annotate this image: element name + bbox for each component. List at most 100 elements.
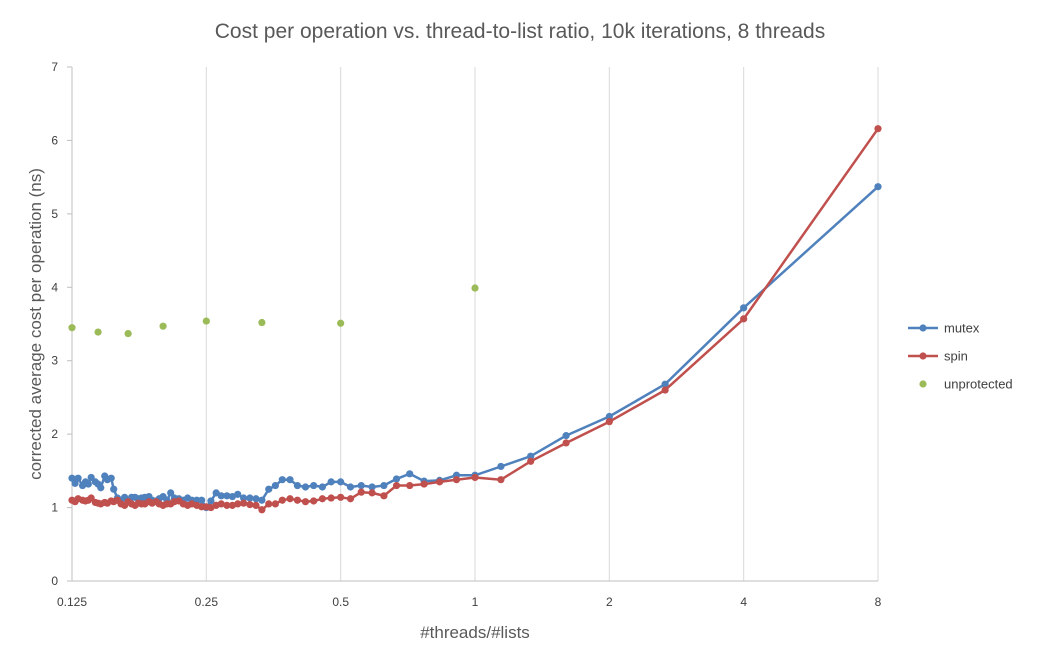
spin-point <box>346 495 355 503</box>
spin-point <box>497 476 505 484</box>
unprotected-point <box>471 284 479 292</box>
mutex-point <box>310 481 318 490</box>
spin-point <box>327 494 335 502</box>
mutex-point <box>318 483 326 491</box>
legend-item-unprotected: unprotected <box>919 377 1013 392</box>
mutex-point <box>239 494 248 502</box>
mutex-point <box>301 483 310 491</box>
mutex-point <box>874 183 882 191</box>
mutex-point <box>740 304 748 312</box>
legend-marker <box>919 380 927 388</box>
y-tick-label: 2 <box>51 427 58 441</box>
mutex-point <box>110 485 118 493</box>
unprotected-point <box>258 318 266 327</box>
spin-point <box>271 500 279 508</box>
mutex-point <box>252 495 260 503</box>
x-tick-label: 0.125 <box>57 595 87 609</box>
mutex-point <box>223 492 231 500</box>
spin-point <box>874 125 882 133</box>
y-tick-label: 4 <box>51 280 58 294</box>
mutex-point <box>258 496 266 504</box>
mutex-point <box>84 480 92 488</box>
spin-point <box>605 418 613 426</box>
x-tick-label: 2 <box>606 595 613 609</box>
mutex-point <box>278 476 286 484</box>
spin-point <box>368 489 376 497</box>
mutex-point <box>527 452 535 460</box>
mutex-point <box>337 478 345 486</box>
legend-item-mutex: mutex <box>908 321 980 336</box>
mutex-point <box>562 432 570 440</box>
mutex-point <box>327 478 335 486</box>
y-tick-label: 7 <box>51 60 58 74</box>
spin-point <box>217 500 225 508</box>
spin-point <box>301 498 310 506</box>
legend-marker <box>919 324 927 332</box>
axes <box>67 66 878 582</box>
spin-point <box>265 500 273 508</box>
mutex-point <box>293 481 302 490</box>
x-tick-label: 0.5 <box>332 595 349 609</box>
mutex-point <box>246 494 254 502</box>
y-tick-label: 5 <box>51 207 58 221</box>
legend-label: mutex <box>944 321 980 336</box>
spin-point <box>310 497 318 505</box>
series-spin <box>68 125 882 514</box>
legend-label: unprotected <box>944 377 1013 392</box>
spin-point <box>392 481 401 490</box>
spin-point <box>435 478 444 486</box>
x-tick-label: 0.25 <box>195 595 219 609</box>
y-tick-label: 1 <box>51 501 58 515</box>
chart-title: Cost per operation vs. thread-to-list ra… <box>215 20 825 43</box>
y-tick-label: 3 <box>51 354 58 368</box>
spin-point <box>223 501 231 509</box>
spin-point <box>420 480 428 488</box>
mutex-point <box>286 476 294 484</box>
spin-point <box>286 495 294 503</box>
mutex-point <box>265 485 273 493</box>
spin-point <box>318 495 326 503</box>
mutex-point <box>217 492 225 500</box>
mutex-point <box>74 474 82 482</box>
unprotected-point <box>202 317 210 325</box>
unprotected-point <box>159 322 167 330</box>
mutex-point <box>107 474 115 482</box>
spin-point <box>234 500 242 508</box>
tick-labels: 0.125 0.25 0.5 1 2 4 8 0 1 2 3 4 5 6 7 <box>51 60 881 609</box>
legend-item-spin: spin <box>908 349 968 364</box>
spin-point <box>406 481 414 490</box>
mutex-point <box>497 462 505 471</box>
spin-point <box>471 473 479 482</box>
legend: mutex spin unprotected <box>908 321 1013 392</box>
legend-label: spin <box>944 349 968 364</box>
spin-point <box>527 457 535 465</box>
y-tick-label: 0 <box>51 574 58 588</box>
mutex-point <box>406 470 414 478</box>
mutex-point <box>661 380 669 388</box>
x-tick-label: 4 <box>740 595 747 609</box>
unprotected-point <box>94 328 102 336</box>
plot-area <box>68 125 882 514</box>
mutex-point <box>605 412 613 421</box>
unprotected-point <box>68 324 76 332</box>
mutex-point <box>392 475 401 483</box>
spin-point <box>293 496 302 504</box>
mutex-point <box>198 496 206 504</box>
y-axis-title: corrected average cost per operation (ns… <box>26 168 45 480</box>
mutex-point <box>97 484 105 492</box>
spin-point <box>661 386 669 394</box>
mutex-point <box>380 481 388 490</box>
series-unprotected <box>68 284 479 338</box>
spin-point <box>452 476 461 484</box>
unprotected-point <box>337 319 345 327</box>
mutex-point <box>167 489 175 497</box>
spin-point <box>740 315 748 323</box>
y-tick-label: 6 <box>51 133 58 147</box>
spin-point <box>252 501 260 509</box>
legend-marker <box>919 352 927 360</box>
spin-point <box>337 493 345 501</box>
mutex-point <box>207 497 215 505</box>
spin-point <box>380 492 388 500</box>
